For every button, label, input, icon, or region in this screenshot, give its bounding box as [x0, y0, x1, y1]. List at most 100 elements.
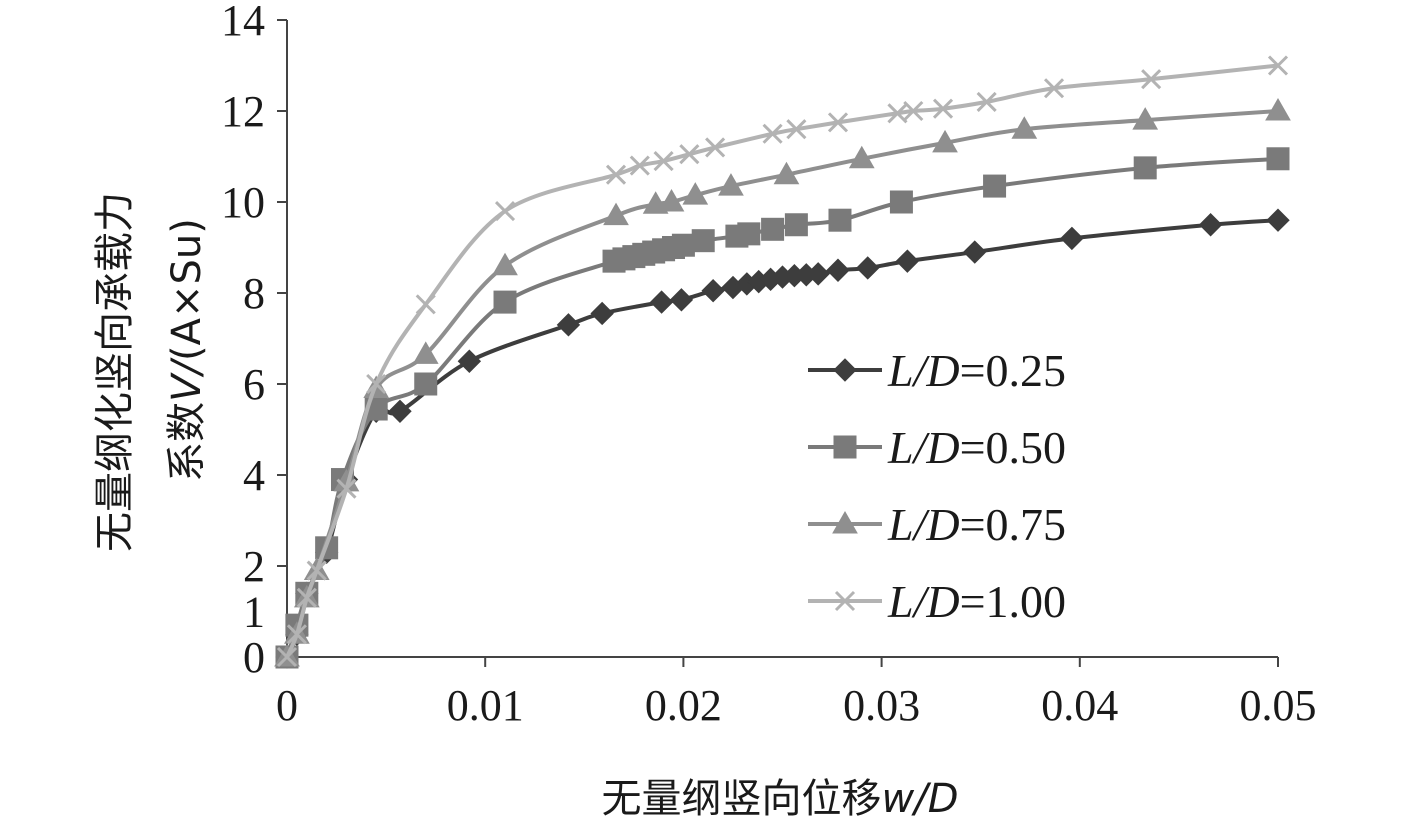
data-point — [1267, 55, 1289, 76]
legend-marker — [832, 510, 858, 534]
legend-marker — [833, 435, 857, 459]
data-point — [306, 560, 327, 581]
y-tick-label: 1 — [243, 588, 265, 637]
data-point — [415, 294, 436, 315]
data-point — [414, 372, 438, 396]
series-1 — [275, 208, 1290, 669]
data-point — [1266, 147, 1290, 171]
data-point — [658, 188, 685, 212]
legend-label-value: =0.25 — [960, 345, 1066, 396]
data-point — [718, 173, 744, 196]
data-point — [976, 91, 997, 112]
x-tick-label: 0.05 — [1240, 681, 1317, 730]
data-point — [828, 208, 852, 232]
y-tick-label: 4 — [243, 451, 265, 500]
legend-item: L/D=0.25 — [808, 345, 1066, 396]
data-point — [671, 233, 695, 257]
y-axis-title-line2-suffix: (A×Su) — [164, 218, 210, 361]
data-point — [296, 587, 317, 608]
data-point — [932, 129, 958, 153]
data-point — [903, 100, 924, 122]
y-axis-title-line2: 系数V/(A×Su) — [164, 218, 210, 482]
legend-item: L/D=1.00 — [808, 576, 1066, 627]
data-point — [629, 155, 650, 176]
data-point — [556, 313, 581, 337]
data-point — [276, 646, 298, 668]
data-point — [762, 123, 783, 144]
legend-label: L/D=0.50 — [887, 422, 1066, 473]
data-point — [1141, 69, 1162, 90]
legend-label-var: L/D — [887, 345, 960, 396]
data-point — [494, 201, 516, 222]
y-tick-label: 8 — [243, 269, 265, 318]
y-axis-title: 无量纲化竖向承载力 系数V/(A×Su) — [92, 192, 210, 552]
data-point — [701, 279, 725, 303]
data-point — [336, 478, 357, 499]
series-4 — [276, 55, 1289, 668]
data-point — [286, 624, 307, 645]
x-tick-label: 0.02 — [645, 681, 722, 730]
data-point — [1132, 107, 1159, 130]
data-point — [889, 190, 913, 214]
data-point — [761, 217, 785, 241]
data-point — [366, 373, 387, 395]
axes: 0 2 4 6 8 10 12 14 10 0.01 0.02 0.03 0.04 0.05 — [221, 0, 1317, 730]
legend-label: L/D=1.00 — [887, 576, 1066, 627]
data-point — [856, 256, 880, 280]
data-point — [669, 288, 694, 312]
x-tick-label: 0.04 — [1041, 681, 1118, 730]
x-axis-title-prefix: 无量纲竖向位移 — [602, 776, 882, 822]
data-point — [1011, 116, 1038, 139]
data-point — [848, 145, 875, 169]
series-2 — [275, 147, 1290, 669]
y-tick-label: 10 — [221, 178, 265, 227]
series-layer — [274, 55, 1291, 669]
data-point — [983, 174, 1007, 198]
data-point — [590, 301, 614, 326]
data-point — [1266, 208, 1290, 232]
data-point — [773, 161, 800, 185]
data-point — [963, 240, 987, 264]
y-tick-label: 12 — [221, 87, 265, 136]
data-point — [895, 249, 920, 273]
x-axis-title-var: w/D — [882, 776, 959, 822]
data-point — [412, 341, 439, 364]
data-point — [786, 119, 807, 140]
data-point — [603, 202, 629, 226]
data-point — [649, 290, 674, 314]
data-point — [826, 258, 850, 282]
y-tick-label: 2 — [243, 542, 265, 591]
y-axis-title-line1: 无量纲化竖向承载力 — [92, 192, 138, 552]
data-point — [1043, 78, 1065, 99]
legend-item: L/D=0.75 — [808, 499, 1066, 550]
data-point — [388, 399, 412, 424]
legend-label-value: =0.50 — [960, 422, 1066, 473]
legend-label: L/D=0.75 — [887, 499, 1066, 550]
legend-label: L/D=0.25 — [887, 345, 1066, 396]
data-point — [1060, 226, 1084, 251]
legend-marker — [834, 590, 856, 612]
data-point — [605, 164, 627, 185]
x-tick-label: 0 — [276, 681, 298, 730]
data-point — [679, 144, 700, 165]
legend-label-value: =1.00 — [960, 576, 1066, 627]
data-point — [457, 349, 482, 373]
data-point — [784, 213, 808, 237]
x-tick-label: 0.03 — [843, 681, 920, 730]
y-axis-title-line2-prefix: 系数 — [164, 402, 210, 482]
legend-label-var: L/D — [887, 576, 960, 627]
data-point — [682, 182, 709, 205]
data-point — [653, 150, 674, 172]
data-point — [1265, 97, 1291, 121]
legend-label-var: L/D — [887, 422, 960, 473]
y-axis-title-line2-var: V/ — [164, 356, 210, 401]
data-point — [1198, 213, 1223, 237]
data-point — [887, 103, 908, 124]
legend-marker — [833, 358, 857, 382]
legend: L/D=0.25L/D=0.50L/D=0.75L/D=1.00 — [808, 345, 1066, 627]
legend-label-value: =0.75 — [960, 499, 1066, 550]
data-point — [493, 290, 517, 314]
data-point — [691, 229, 715, 253]
data-point — [492, 252, 518, 276]
